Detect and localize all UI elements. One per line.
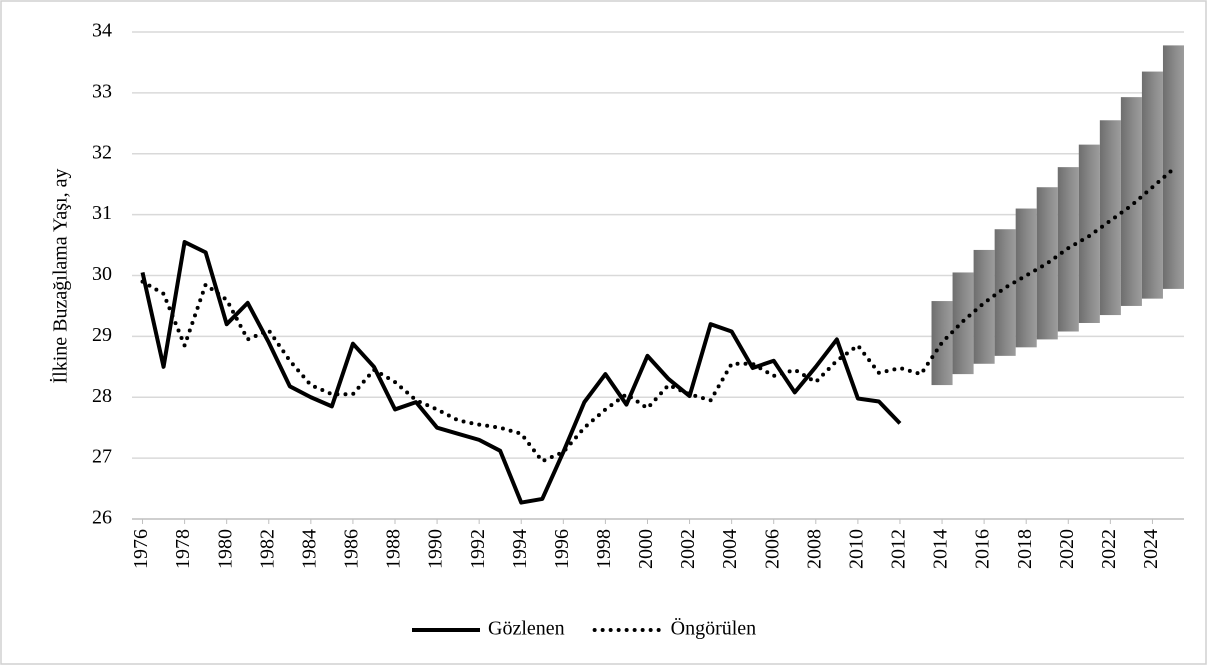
confidence-band — [1162, 45, 1184, 289]
x-tick-label: 1998 — [593, 529, 615, 569]
confidence-band — [994, 229, 1016, 356]
confidence-band — [1015, 208, 1037, 348]
x-tick-label: 1980 — [214, 529, 236, 569]
y-tick-label: 30 — [92, 263, 112, 285]
x-tick-label: 2008 — [803, 529, 825, 569]
x-tick-label: 2018 — [1014, 529, 1036, 569]
x-tick-label: 2000 — [635, 529, 657, 569]
confidence-band — [952, 272, 974, 375]
y-tick-label: 26 — [92, 507, 112, 529]
confidence-band — [973, 249, 995, 364]
x-tick-label: 2020 — [1056, 529, 1078, 569]
y-tick-label: 34 — [92, 20, 112, 42]
y-tick-label: 28 — [92, 385, 112, 407]
x-tick-label: 2002 — [677, 529, 699, 569]
confidence-band — [1099, 120, 1121, 316]
x-tick-label: 1982 — [256, 529, 278, 569]
x-tick-label: 2022 — [1098, 529, 1120, 569]
x-tick-label: 1992 — [467, 529, 489, 569]
y-tick-label: 33 — [92, 80, 112, 102]
x-tick-label: 1978 — [172, 529, 194, 569]
x-tick-label: 2004 — [719, 529, 741, 569]
legend-label: Öngörülen — [671, 617, 757, 640]
x-tick-label: 1976 — [130, 529, 152, 569]
x-tick-label: 1994 — [509, 529, 531, 569]
confidence-band — [1078, 144, 1100, 323]
x-tick-label: 2024 — [1140, 529, 1162, 569]
x-tick-label: 1996 — [551, 529, 573, 569]
x-tick-label: 2014 — [930, 529, 952, 569]
x-tick-label: 2006 — [761, 529, 783, 569]
line-series — [140, 240, 902, 505]
x-tick-label: 2010 — [845, 529, 867, 569]
y-tick-label: 29 — [92, 324, 112, 346]
legend-label: Gözlenen — [488, 618, 565, 640]
x-tick-label: 2012 — [888, 529, 910, 569]
line-series — [140, 166, 1176, 464]
y-axis-label: İlkine Buzağılama Yaşı, ay — [49, 169, 72, 384]
x-tick-label: 1990 — [425, 529, 447, 569]
x-tick-label: 1986 — [341, 529, 363, 569]
x-tick-label: 1988 — [383, 529, 405, 569]
x-tick-label: 1984 — [298, 529, 320, 569]
confidence-band — [1120, 97, 1142, 306]
y-tick-label: 31 — [92, 202, 112, 224]
confidence-band — [1141, 71, 1163, 299]
x-tick-label: 2016 — [972, 529, 994, 569]
y-tick-label: 32 — [92, 141, 112, 163]
y-tick-label: 27 — [92, 446, 112, 468]
